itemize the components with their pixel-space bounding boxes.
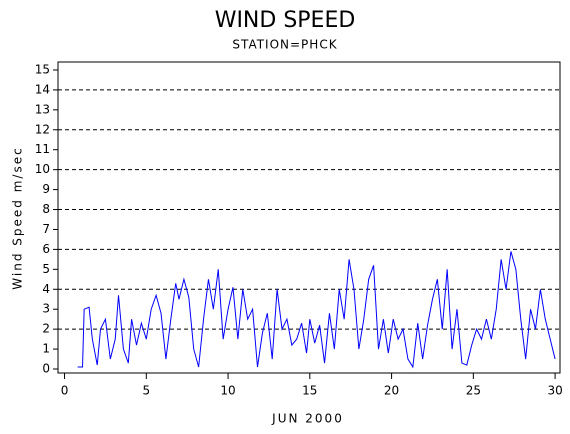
- y-tick-label: 10: [35, 162, 50, 176]
- y-tick-label: 3: [42, 302, 50, 316]
- x-tick-label: 15: [302, 384, 317, 398]
- y-tick-label: 12: [35, 122, 50, 136]
- y-axis-label: Wind Speed m/sec: [11, 146, 25, 289]
- y-tick-label: 2: [42, 322, 50, 336]
- x-tick-label: 20: [384, 384, 399, 398]
- y-tick-label: 5: [42, 262, 50, 276]
- y-tick-label: 6: [42, 242, 50, 256]
- y-tick-label: 7: [42, 222, 50, 236]
- y-tick-label: 13: [35, 102, 50, 116]
- x-tick-label: 10: [220, 384, 235, 398]
- y-tick-label: 9: [42, 182, 50, 196]
- series-line: [77, 251, 556, 369]
- y-tick-label: 14: [35, 82, 50, 96]
- y-tick-label: 11: [35, 142, 50, 156]
- x-tick-label: 5: [142, 384, 150, 398]
- x-axis-label: JUN 2000: [271, 412, 344, 426]
- x-tick-label: 0: [61, 384, 69, 398]
- plot-frame: [57, 61, 561, 374]
- x-tick-label: 30: [547, 384, 562, 398]
- y-tick-label: 1: [42, 342, 50, 356]
- x-tick-label: 25: [466, 384, 481, 398]
- y-tick-label: 4: [42, 282, 50, 296]
- chart-subtitle: STATION=PHCK: [232, 38, 337, 52]
- chart-title: WIND SPEED: [215, 8, 356, 33]
- y-tick-label: 15: [35, 62, 50, 76]
- y-tick-label: 0: [42, 362, 50, 376]
- y-tick-label: 8: [42, 202, 50, 216]
